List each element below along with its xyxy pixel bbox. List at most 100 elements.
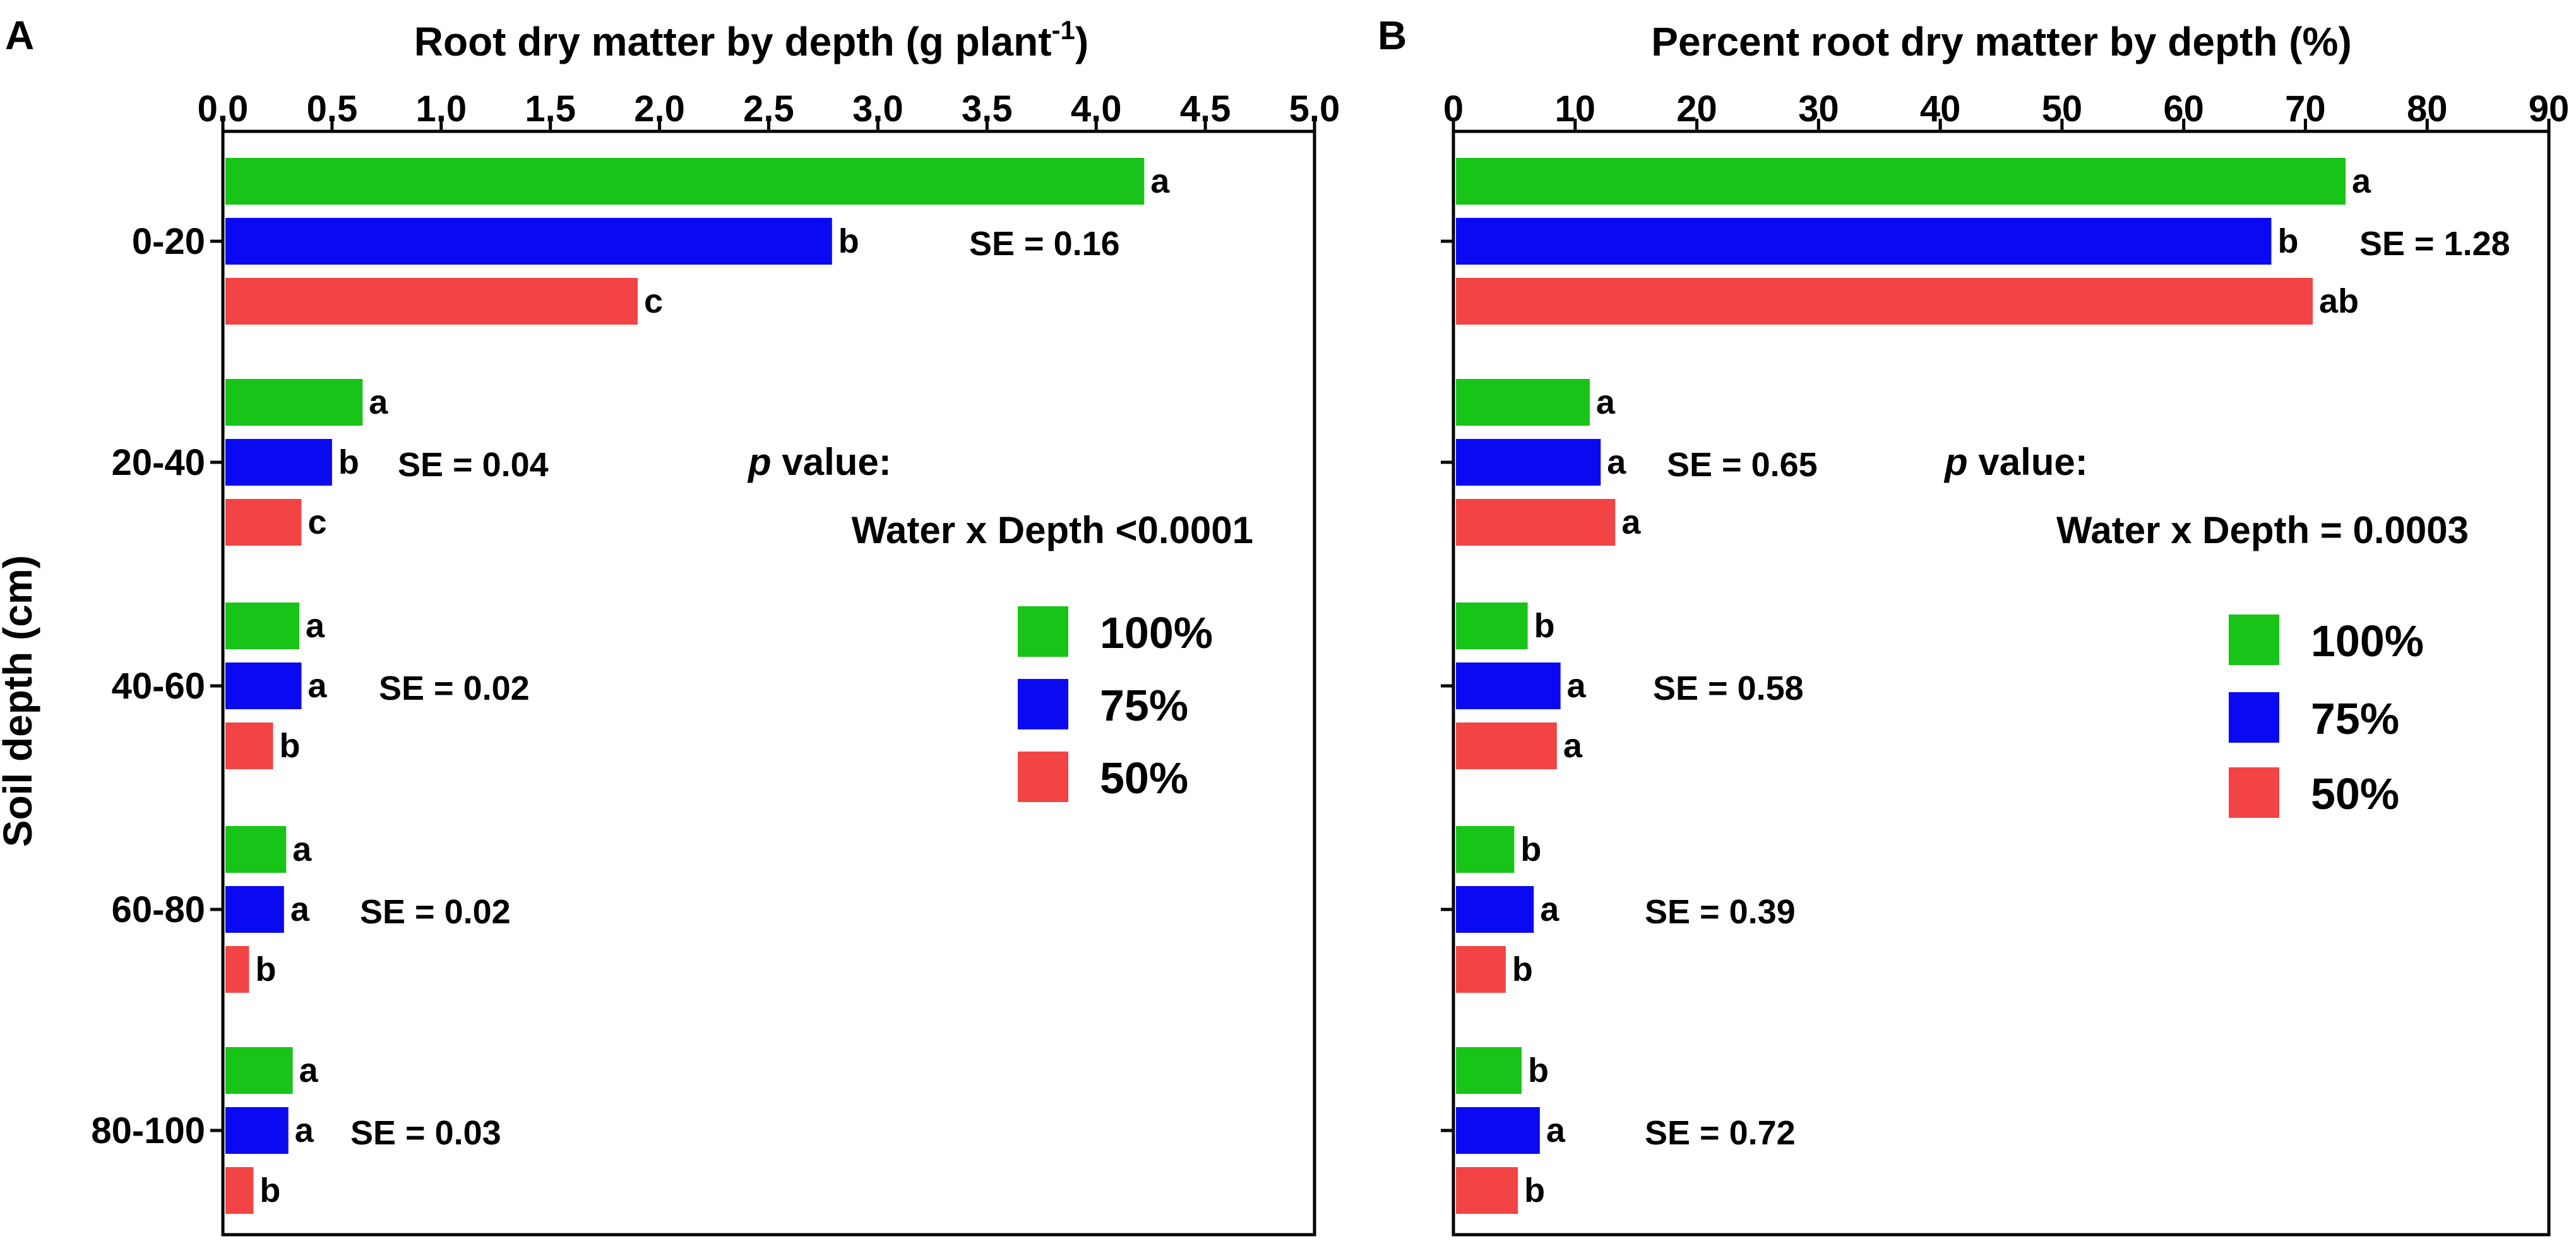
y-tick-label: 80-100	[91, 1110, 205, 1151]
legend-label: 50%	[1100, 753, 1188, 803]
significance-letter: ab	[2319, 282, 2359, 320]
bar-50-20-40	[225, 499, 302, 546]
significance-letter: b	[1528, 1052, 1549, 1089]
p-label-rest: value:	[1968, 441, 2088, 483]
se-label: SE = 1.28	[2359, 225, 2510, 263]
significance-letter: b	[1512, 950, 1533, 988]
se-label: SE = 0.02	[379, 669, 530, 707]
legend-label: 100%	[1100, 608, 1213, 657]
bar-100-20-40	[1456, 379, 1590, 426]
x-tick-label: 0	[1443, 88, 1464, 129]
bar-100-0-20	[225, 158, 1145, 205]
significance-letter: a	[295, 1112, 314, 1149]
chart-title-main: Percent root dry matter by depth (%)	[1651, 19, 2352, 64]
bar-75-60-80	[1456, 886, 1534, 933]
chart-title-end: )	[1075, 19, 1088, 64]
se-label: SE = 0.39	[1645, 893, 1796, 931]
significance-letter: c	[307, 503, 326, 541]
bar-100-80-100	[225, 1047, 293, 1094]
significance-letter: a	[290, 890, 310, 928]
legend-label: 75%	[2311, 694, 2399, 743]
bar-100-80-100	[1456, 1047, 1522, 1094]
x-tick-label: 2.0	[634, 88, 685, 129]
se-label: SE = 0.72	[1645, 1114, 1796, 1152]
x-tick-label: 3.5	[962, 88, 1013, 129]
legend-label: 100%	[2311, 616, 2424, 666]
x-tick-label: 50	[2042, 88, 2083, 129]
significance-letter: a	[1540, 890, 1559, 928]
significance-letter: a	[1150, 162, 1170, 200]
x-tick-label: 40	[1920, 88, 1961, 129]
x-tick-label: 5.0	[1289, 88, 1340, 129]
bar-100-20-40	[225, 379, 363, 426]
bar-100-40-60	[225, 603, 300, 649]
y-axis-label: Soil depth (cm)	[0, 555, 40, 847]
bar-100-60-80	[225, 826, 287, 873]
x-tick-label: 2.5	[743, 88, 794, 129]
significance-letter: a	[299, 1052, 319, 1089]
x-tick-label: 3.0	[852, 88, 903, 129]
chart-title-superscript: -1	[1052, 15, 1075, 45]
chart-title-main: Root dry matter by depth (g plant	[414, 19, 1052, 64]
x-tick-label: 60	[2163, 88, 2204, 129]
x-tick-label: 80	[2407, 88, 2448, 129]
significance-letter: b	[838, 222, 859, 260]
significance-letter: a	[292, 830, 312, 868]
se-label: SE = 0.16	[969, 225, 1120, 263]
panel-letter: A	[5, 13, 34, 58]
bar-50-0-20	[225, 278, 638, 325]
x-tick-label: 30	[1798, 88, 1839, 129]
bar-50-60-80	[1456, 946, 1506, 993]
p-label-rest: value:	[772, 441, 891, 483]
y-tick-label: 60-80	[112, 889, 205, 930]
bar-100-60-80	[1456, 826, 1515, 873]
p-value-label: p value:	[1943, 441, 2088, 483]
chart-panel-a: A Root dry matter by depth (g plant-1)aaa…	[5, 13, 1340, 1237]
plot-frame	[1452, 129, 2551, 1237]
chart-title: Percent root dry matter by depth (%)	[1651, 19, 2352, 64]
y-tick-label: 20-40	[112, 442, 205, 483]
significance-letter: a	[306, 607, 325, 645]
significance-letter: b	[259, 1172, 280, 1209]
se-label: SE = 0.02	[360, 893, 511, 931]
significance-letter: a	[307, 667, 327, 705]
p-italic: p	[1943, 441, 1968, 483]
x-tick-label: 20	[1676, 88, 1717, 129]
x-tick-label: 70	[2285, 88, 2326, 129]
bar-75-80-100	[225, 1107, 289, 1154]
bar-50-60-80	[225, 946, 249, 993]
x-tick-label: 4.0	[1071, 88, 1122, 129]
p-value-label: p value:	[747, 441, 891, 483]
bar-100-0-20	[1456, 158, 2346, 205]
legend-label: 50%	[2311, 769, 2399, 818]
se-label: SE = 0.04	[398, 446, 549, 484]
legend-swatch-75	[1018, 679, 1068, 729]
bar-50-20-40	[1456, 499, 1616, 546]
se-label: SE = 0.65	[1667, 446, 1818, 484]
bar-50-0-20	[1456, 278, 2313, 325]
bar-75-0-20	[1456, 218, 2272, 265]
se-label: SE = 0.03	[350, 1114, 501, 1152]
significance-letter: b	[1520, 830, 1541, 868]
significance-letter: a	[2352, 162, 2371, 200]
p-italic: p	[747, 441, 772, 483]
significance-letter: b	[280, 727, 301, 765]
legend-swatch-50	[2229, 767, 2279, 818]
chart-panel-b: B Percent root dry matter by depth (%)aab…	[1378, 13, 2570, 1237]
bar-50-40-60	[1456, 722, 1557, 769]
legend-swatch-50	[1018, 752, 1068, 802]
significance-letter: a	[1621, 503, 1641, 541]
significance-letter: a	[1567, 667, 1587, 705]
x-tick-label: 90	[2529, 88, 2570, 129]
x-tick-label: 10	[1555, 88, 1596, 129]
bar-100-40-60	[1456, 603, 1528, 649]
significance-letter: a	[1596, 383, 1616, 421]
y-tick-label: 40-60	[112, 666, 205, 707]
significance-letter: c	[644, 282, 663, 320]
bar-75-40-60	[225, 662, 302, 709]
bar-50-80-100	[225, 1167, 254, 1214]
significance-letter: a	[369, 383, 388, 421]
x-tick-label: 4.5	[1180, 88, 1231, 129]
bar-75-20-40	[1456, 439, 1601, 486]
